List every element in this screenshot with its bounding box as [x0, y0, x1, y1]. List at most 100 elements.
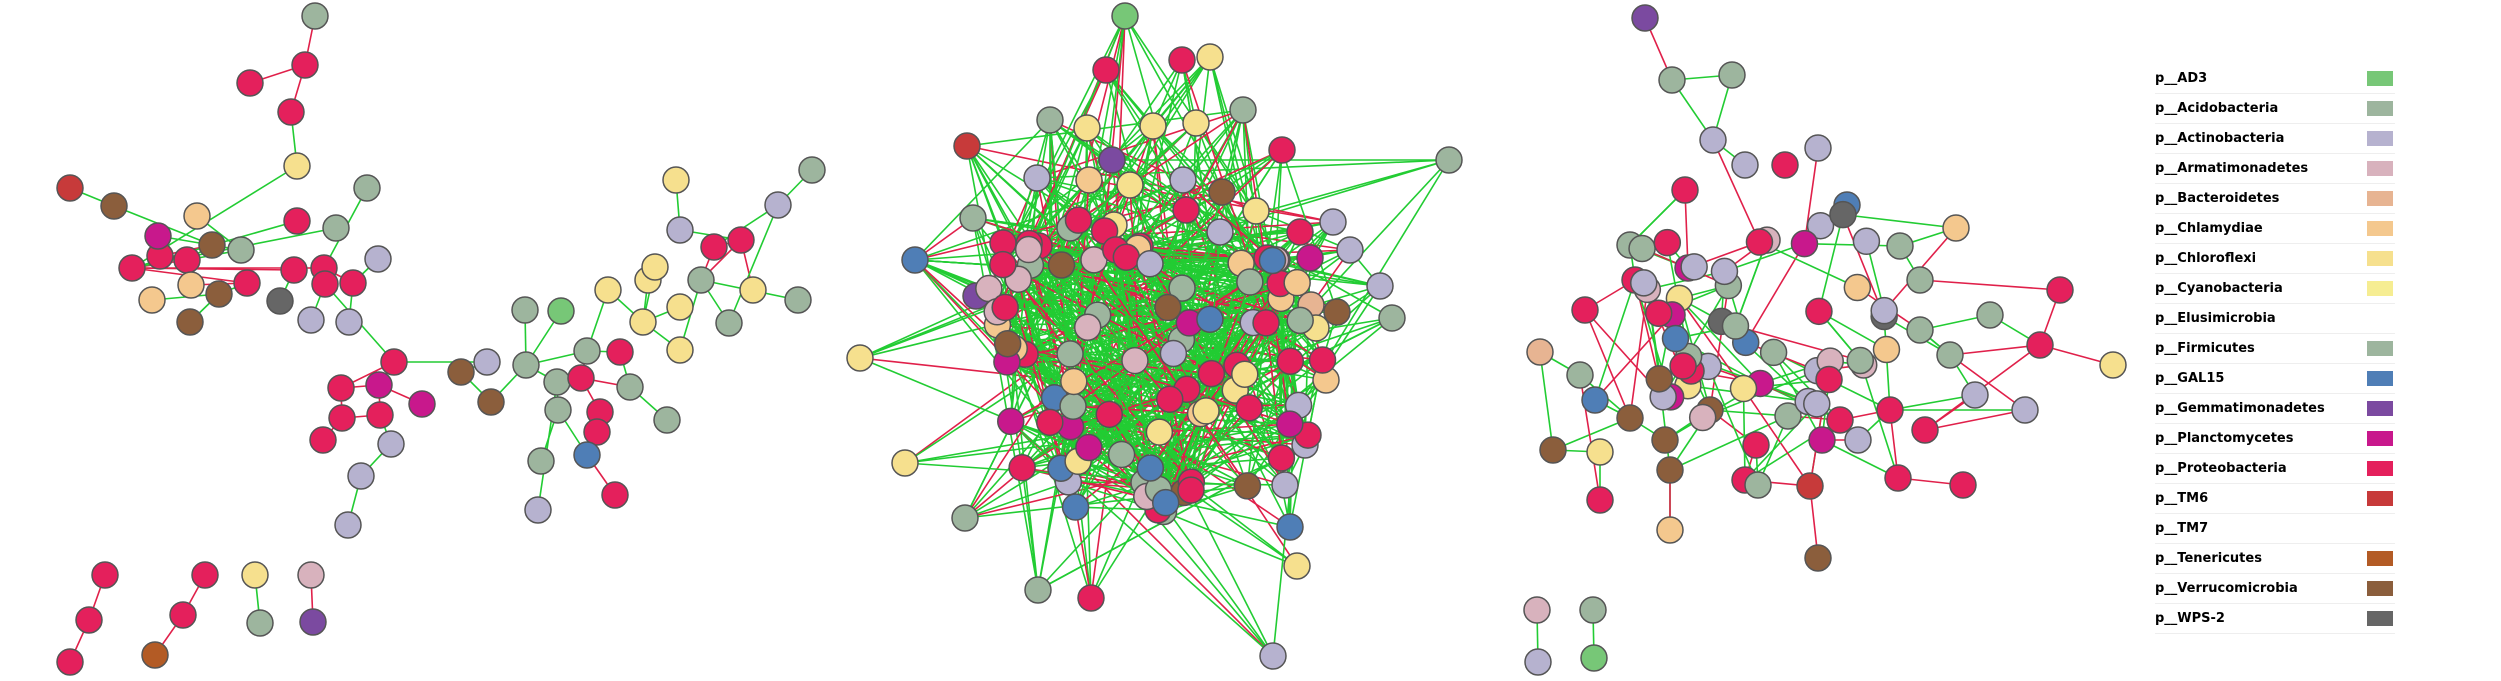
- network-node: [951, 504, 979, 532]
- network-node: [1658, 66, 1686, 94]
- positive-edge: [1037, 413, 1202, 591]
- network-node: [1177, 476, 1205, 504]
- network-node: [1323, 298, 1351, 326]
- network-node: [1196, 305, 1224, 333]
- legend-label: p__Firmicutes: [2155, 341, 2255, 356]
- network-node: [641, 253, 669, 281]
- network-node: [1259, 642, 1287, 670]
- positive-edge: [1818, 214, 1844, 312]
- network-nodes: [56, 2, 2127, 676]
- network-node: [327, 374, 355, 402]
- network-node: [236, 69, 264, 97]
- positive-edge: [1539, 351, 1554, 451]
- network-node: [1526, 338, 1554, 366]
- network-node: [739, 276, 767, 304]
- network-node: [291, 51, 319, 79]
- negative-edge: [1006, 281, 1298, 363]
- network-node: [1271, 471, 1299, 499]
- network-node: [1870, 296, 1898, 325]
- positive-edge: [966, 145, 1167, 504]
- network-node: [227, 236, 255, 264]
- network-node: [301, 2, 329, 30]
- network-node: [1949, 471, 1977, 499]
- network-node: [1586, 486, 1614, 514]
- network-node: [1168, 274, 1196, 302]
- network-node: [241, 561, 269, 589]
- network-node: [1671, 176, 1699, 204]
- network-node: [1731, 151, 1759, 179]
- network-node: [1688, 403, 1717, 432]
- legend-row: p__TM7: [2155, 514, 2395, 544]
- negative-edge: [1077, 460, 1274, 657]
- negative-edge: [1712, 139, 1761, 243]
- co-occurrence-network-diagram: [56, 2, 2127, 676]
- legend-label: p__WPS-2: [2155, 611, 2225, 626]
- network-node: [573, 441, 601, 469]
- negative-edge: [1002, 221, 1334, 244]
- legend-swatch: [2367, 191, 2393, 206]
- legend-swatch: [2367, 371, 2393, 386]
- legend-swatch: [2367, 341, 2393, 356]
- network-node: [1942, 214, 1970, 242]
- legend-row: p__Acidobacteria: [2155, 94, 2395, 124]
- positive-edge: [1821, 439, 1899, 479]
- network-node: [543, 368, 571, 396]
- network-node: [1846, 346, 1875, 375]
- network-node: [2099, 351, 2127, 379]
- positive-edge: [1678, 297, 1761, 385]
- network-node: [144, 222, 172, 250]
- legend-row: p__WPS-2: [2155, 604, 2395, 634]
- network-node: [687, 266, 715, 294]
- legend-row: p__Armatimonadetes: [2155, 154, 2395, 184]
- network-node: [183, 202, 211, 230]
- legend-row: p__Gemmatimonadetes: [2155, 394, 2395, 424]
- legend-label: p__Elusimicrobia: [2155, 311, 2276, 326]
- legend-swatch: [2367, 311, 2393, 326]
- network-node: [1014, 235, 1043, 264]
- legend-row: p__GAL15: [2155, 364, 2395, 394]
- network-node: [1378, 304, 1406, 332]
- positive-edge: [1074, 231, 1221, 508]
- network-node: [653, 406, 681, 434]
- network-node: [1911, 416, 1939, 444]
- positive-edge: [1883, 316, 1891, 411]
- network-node: [1680, 253, 1708, 281]
- network-node: [1852, 227, 1881, 256]
- positive-edge: [1073, 380, 1192, 483]
- network-node: [1151, 488, 1180, 517]
- legend-label: p__TM6: [2155, 491, 2209, 506]
- network-node: [666, 293, 694, 321]
- network-node: [1056, 340, 1084, 368]
- network-node: [1192, 397, 1220, 425]
- network-node: [1159, 339, 1188, 368]
- network-node: [1661, 324, 1690, 353]
- network-node: [1283, 268, 1311, 297]
- network-node: [1073, 114, 1101, 142]
- legend-row: p__Proteobacteria: [2155, 454, 2395, 484]
- network-node: [1745, 228, 1774, 256]
- legend-swatch: [2367, 101, 2393, 116]
- legend-label: p__Actinobacteria: [2155, 131, 2285, 146]
- network-node: [1075, 166, 1103, 194]
- network-node: [283, 207, 311, 235]
- network-node: [1826, 406, 1854, 434]
- network-node: [846, 344, 874, 372]
- network-node: [1742, 431, 1770, 459]
- legend-row: p__Chlamydiae: [2155, 214, 2395, 244]
- positive-edge: [1006, 125, 1154, 363]
- network-node: [1156, 385, 1184, 413]
- network-node: [75, 606, 103, 634]
- network-node: [1804, 134, 1832, 162]
- network-node: [56, 174, 84, 202]
- legend-label: p__Proteobacteria: [2155, 461, 2287, 476]
- legend-row: p__Planctomycetes: [2155, 424, 2395, 454]
- network-node: [616, 373, 644, 401]
- network-node: [715, 309, 743, 337]
- network-node: [365, 371, 393, 399]
- legend-row: p__AD3: [2155, 64, 2395, 94]
- network-node: [1095, 400, 1124, 429]
- negative-edge: [1949, 354, 2026, 411]
- network-node: [1631, 4, 1659, 32]
- network-node: [91, 561, 119, 589]
- network-node: [1308, 346, 1337, 374]
